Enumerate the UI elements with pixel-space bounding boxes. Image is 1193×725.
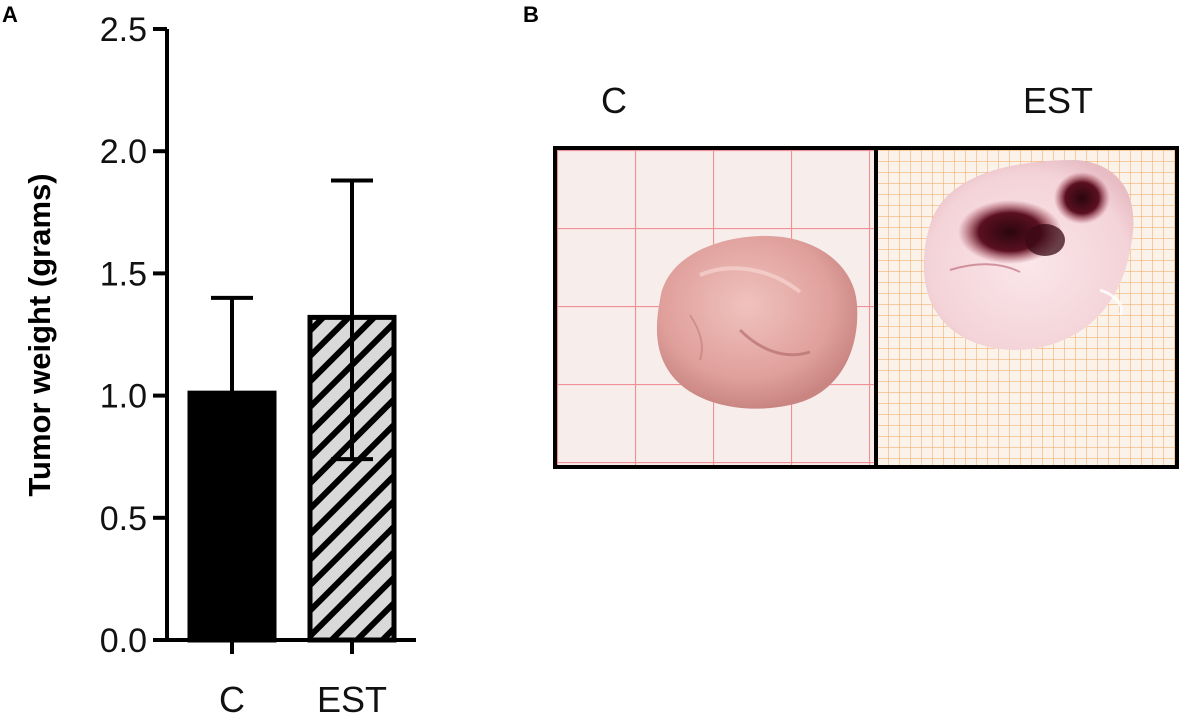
x-tick-label: C [219,679,245,720]
tissue-highlight [699,266,802,294]
photo-frame [553,146,1179,469]
tissue-vessel [689,314,703,361]
photo-label-control: C [601,80,627,121]
x-tick-label: EST [317,679,387,720]
y-tick-label: 0.0 [100,622,147,660]
tumor-photo-est [877,150,1175,465]
y-tick-label: 2.0 [100,133,147,171]
tumor-photo-control [557,150,875,465]
tissue-vessel [949,263,1021,273]
x-axis: C EST [165,638,416,720]
y-tick-label: 0.5 [100,500,147,538]
y-axis: 0.0 0.5 1.0 1.5 2.0 2.5 [100,11,169,660]
tissue-highlight [1099,288,1123,316]
panel-b-letter: B [523,2,539,27]
photo-label-est: EST [1023,80,1093,121]
bars-group [187,314,397,643]
hemorrhage-core [1025,224,1065,256]
tissue-vessel [738,328,811,357]
y-tick-label: 1.0 [100,378,147,416]
tumor-specimen-control [656,235,858,409]
y-tick-label: 1.5 [100,255,147,293]
bar-c [187,390,277,643]
error-bars-group [211,178,373,462]
hemorrhage-region [1054,172,1110,224]
y-tick-label: 2.5 [100,11,147,49]
bar-chart: 0.0 0.5 1.0 1.5 2.0 2.5 C EST Tumor weight (gr… [22,11,416,720]
y-axis-label: Tumor weight (grams) [22,173,57,496]
panel-a-letter: A [2,2,18,27]
